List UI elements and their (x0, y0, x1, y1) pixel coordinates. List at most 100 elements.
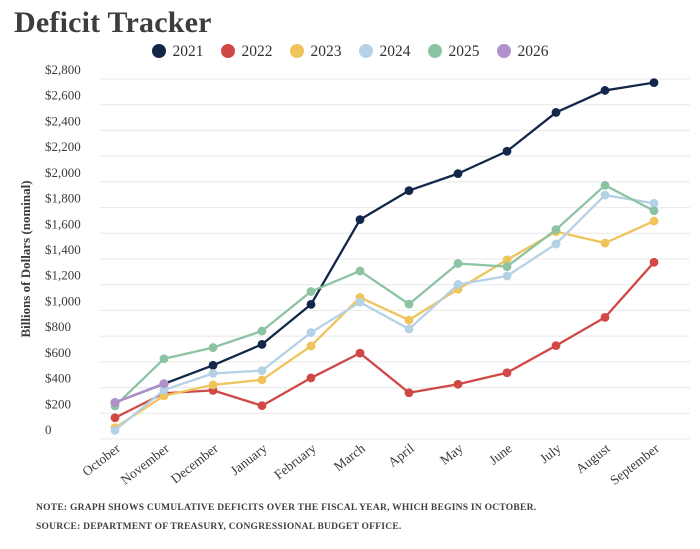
data-point-2024-july (551, 239, 561, 249)
data-point-2023-january (257, 375, 267, 385)
legend-dot-2025 (427, 44, 442, 58)
data-point-2023-august (600, 238, 610, 248)
data-point-2025-february (306, 287, 316, 296)
x-tick-label-december: December (168, 440, 221, 486)
y-tick-label: $1,400 (45, 242, 81, 257)
legend-item-2022: 2022 (220, 42, 273, 60)
data-point-2024-april (404, 324, 414, 334)
series-2023 (110, 216, 659, 433)
legend-dot-2026 (496, 44, 511, 58)
y-axis: 0 $200 $400 $600 $800 $1,000 $1,200 $1,400 $1,60… (45, 62, 81, 437)
x-tick-label-february: February (271, 440, 319, 482)
data-point-2022-august (600, 312, 610, 322)
series-line-2023 (113, 219, 656, 429)
data-point-2024-august (600, 190, 610, 200)
data-point-2022-july (551, 341, 561, 351)
series-2025 (110, 180, 659, 411)
data-point-2025-july (551, 225, 561, 234)
series-line-2026 (113, 382, 166, 404)
data-point-2024-october (110, 425, 120, 435)
x-tick-label-march: March (331, 440, 368, 474)
y-tick-label: $1,200 (45, 268, 81, 283)
legend-label: 2025 (448, 42, 480, 60)
x-tick-label-september: September (607, 440, 662, 488)
data-point-2024-september (649, 198, 659, 208)
series-line-2025 (113, 184, 656, 408)
legend-item-2026: 2026 (496, 43, 549, 60)
y-tick-label: $2,400 (45, 113, 81, 128)
data-point-2025-april (404, 299, 414, 309)
y-tick-label: $200 (45, 396, 71, 411)
y-tick-label: $2,800 (45, 62, 81, 77)
legend-item-2021: 2021 (151, 43, 204, 60)
series-line-2024 (113, 193, 656, 432)
y-tick-label: $2,000 (45, 165, 81, 180)
data-point-2022-february (306, 373, 316, 383)
data-point-2021-august (600, 86, 610, 95)
data-point-2021-march (355, 215, 365, 225)
data-point-2023-february (306, 341, 316, 351)
data-point-2026-october (110, 398, 120, 407)
data-point-2021-april (404, 186, 414, 196)
data-point-2026-november (159, 379, 169, 388)
legend-item-2025: 2025 (427, 42, 480, 60)
data-point-2025-march (355, 266, 365, 276)
series-2022 (110, 257, 659, 423)
y-tick-label: $600 (45, 345, 71, 360)
x-tick-label-october: October (79, 440, 123, 479)
y-tick-label: $1,000 (45, 293, 81, 308)
data-point-2021-june (502, 146, 512, 156)
data-point-2021-july (551, 108, 561, 117)
data-point-2024-december (208, 369, 218, 378)
note-text: NOTE: GRAPH SHOWS CUMULATIVE DEFICITS OV… (36, 503, 537, 513)
gridlines (100, 78, 690, 440)
y-tick-label: $800 (45, 319, 71, 334)
data-point-2022-september (649, 257, 659, 267)
data-point-2025-august (600, 180, 610, 190)
data-point-2021-february (306, 299, 316, 309)
data-point-2024-june (502, 271, 512, 281)
data-point-2025-december (208, 343, 218, 352)
legend-item-2024: 2024 (358, 42, 411, 60)
legend-item-2023: 2023 (289, 42, 342, 60)
data-point-2022-march (355, 348, 365, 358)
data-point-2022-april (404, 388, 414, 398)
deficit-chart: 0 $200 $400 $600 $800 $1,000 $1,200 $1,400 $1,60… (18, 62, 690, 488)
legend-dot-2024 (358, 44, 373, 58)
data-point-2025-september (649, 206, 659, 216)
legend-label: 2024 (379, 42, 411, 60)
series-2024 (110, 190, 659, 435)
data-point-2024-may (453, 280, 463, 289)
source-text: SOURCE: DEPARTMENT OF TREASURY, CONGRESS… (36, 522, 402, 532)
data-point-2025-may (453, 259, 463, 268)
y-tick-label: $400 (45, 371, 71, 386)
y-tick-label: $1,800 (45, 191, 81, 206)
x-tick-label-may: May (437, 440, 466, 467)
chart-legend: 2021 2022 2023 2024 2025 2026 (0, 41, 700, 61)
data-point-2021-december (208, 360, 218, 370)
chart-footer: NOTE: GRAPH SHOWS CUMULATIVE DEFICITS OV… (36, 499, 690, 537)
x-tick-label-april: April (385, 440, 417, 470)
series-2021 (110, 78, 659, 407)
data-point-2022-january (257, 401, 267, 411)
data-point-2021-september (649, 78, 659, 87)
legend-dot-2023 (289, 44, 304, 58)
x-tick-label-july: July (537, 440, 564, 466)
legend-label: 2022 (241, 42, 273, 60)
y-tick-label: $1,600 (45, 216, 81, 231)
series-2026 (110, 379, 169, 407)
y-tick-label: 0 (45, 422, 52, 437)
series-line-2021 (113, 81, 656, 404)
data-point-2025-november (159, 354, 169, 364)
legend-dot-2021 (151, 44, 166, 58)
data-point-2024-january (257, 366, 267, 375)
data-point-2021-may (453, 169, 463, 179)
y-tick-label: $2,200 (45, 139, 81, 154)
x-tick-label-august: August (573, 440, 613, 476)
x-tick-label-june: June (486, 441, 515, 468)
data-point-2023-september (649, 216, 659, 226)
legend-label: 2023 (310, 42, 342, 60)
legend-dot-2022 (220, 44, 235, 58)
